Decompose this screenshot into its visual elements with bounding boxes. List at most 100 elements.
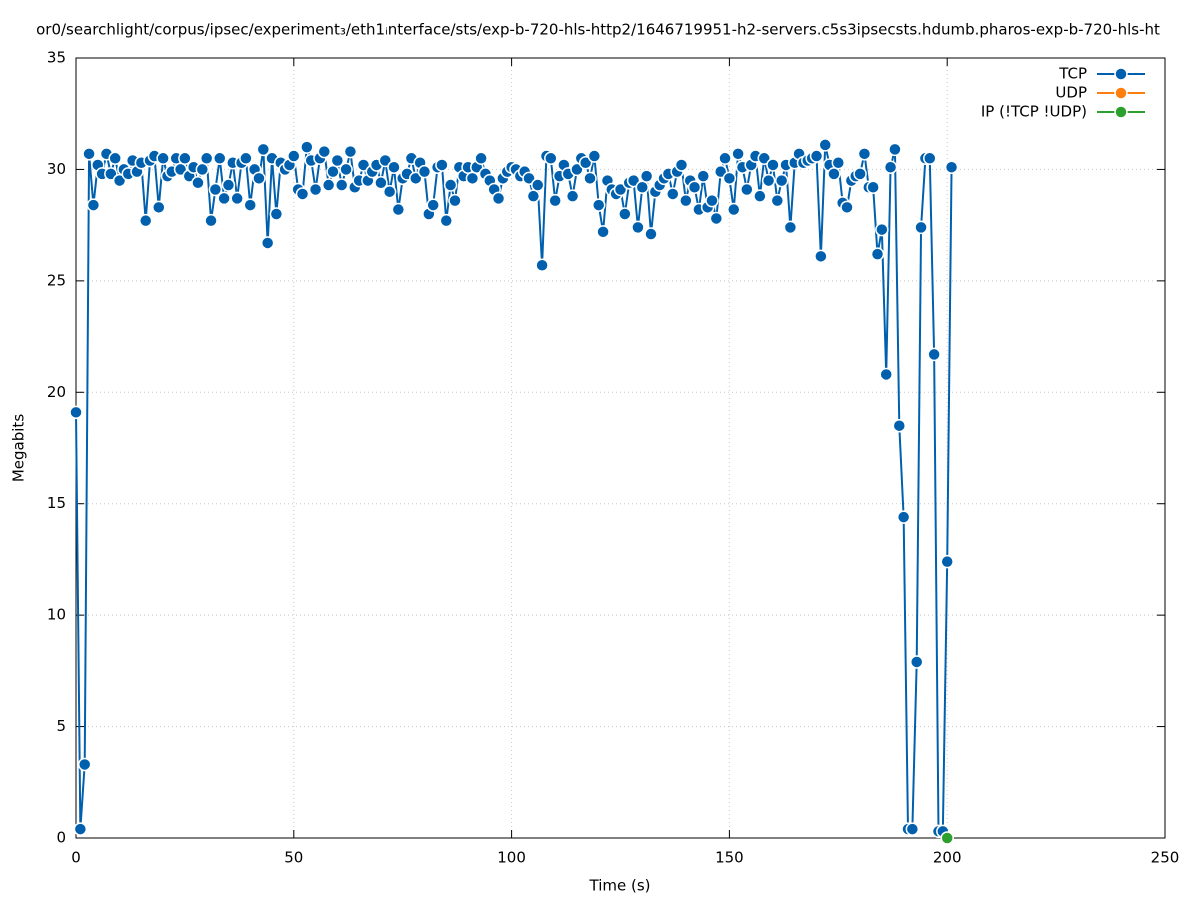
- point: [644, 227, 658, 241]
- point: [208, 182, 223, 197]
- point: [587, 149, 602, 163]
- point: [378, 153, 393, 168]
- legend-label: UDP: [1055, 84, 1087, 102]
- point: [474, 151, 488, 166]
- point: [326, 164, 340, 179]
- point: [239, 151, 253, 166]
- point: [766, 158, 780, 172]
- point: [435, 158, 449, 172]
- point: [583, 171, 597, 186]
- point: [195, 162, 210, 177]
- point: [321, 178, 336, 192]
- point: [578, 155, 593, 170]
- point: [857, 147, 872, 161]
- x-tick-label: 200: [933, 849, 962, 867]
- y-tick-label: 15: [47, 494, 66, 512]
- point: [774, 173, 789, 188]
- point: [831, 155, 846, 170]
- x-tick-label: 100: [497, 849, 526, 867]
- point: [204, 213, 218, 228]
- point: [339, 162, 353, 177]
- point: [740, 182, 754, 197]
- y-tick-label: 20: [47, 383, 66, 401]
- point: [548, 193, 562, 208]
- point: [82, 147, 96, 161]
- legend-label: TCP: [1058, 65, 1087, 83]
- point: [317, 144, 332, 159]
- point: [866, 180, 880, 195]
- point: [840, 200, 854, 215]
- point: [104, 167, 118, 181]
- point: [343, 144, 358, 159]
- point: [256, 142, 271, 157]
- point: [679, 193, 693, 208]
- legend-marker: [1114, 105, 1128, 119]
- point: [443, 178, 458, 192]
- point: [727, 202, 741, 217]
- y-tick-label: 25: [47, 271, 66, 289]
- point: [391, 202, 406, 217]
- point: [417, 164, 432, 179]
- point: [295, 187, 310, 201]
- point: [944, 160, 959, 174]
- point: [853, 167, 867, 181]
- point: [927, 347, 941, 362]
- point: [783, 220, 798, 235]
- point: [287, 149, 301, 163]
- point: [753, 189, 767, 203]
- point: [709, 211, 724, 226]
- point: [809, 149, 824, 163]
- point: [544, 151, 558, 166]
- point: [73, 822, 88, 836]
- point: [308, 182, 323, 197]
- point: [909, 655, 924, 669]
- point: [530, 178, 545, 192]
- legend-marker: [1114, 86, 1128, 100]
- point: [178, 151, 192, 166]
- y-tick-label: 35: [47, 49, 66, 67]
- point: [108, 151, 122, 166]
- point: [713, 164, 728, 179]
- point: [870, 247, 885, 261]
- point: [761, 173, 776, 188]
- point: [334, 178, 349, 192]
- y-axis-label: Megabits: [10, 414, 28, 482]
- y-tick-label: 30: [47, 160, 66, 178]
- point: [300, 140, 314, 154]
- point: [940, 554, 954, 569]
- point: [565, 189, 580, 203]
- point: [230, 191, 244, 206]
- point: [191, 176, 205, 190]
- legend-marker: [1114, 67, 1128, 81]
- point: [674, 158, 689, 172]
- point: [212, 151, 227, 166]
- point: [818, 138, 832, 152]
- point: [888, 142, 902, 157]
- point: [914, 220, 928, 235]
- point: [156, 151, 170, 166]
- point: [522, 171, 536, 186]
- legend-label: IP (!TCP !UDP): [981, 103, 1087, 121]
- point: [77, 757, 92, 772]
- point: [535, 258, 549, 273]
- point: [618, 207, 632, 221]
- point: [940, 831, 954, 845]
- y-tick-label: 5: [56, 717, 66, 735]
- x-tick-label: 250: [1151, 849, 1180, 867]
- point: [409, 171, 423, 186]
- point: [596, 225, 610, 239]
- point: [705, 193, 719, 208]
- point: [687, 180, 702, 195]
- point: [526, 189, 541, 203]
- point: [923, 151, 937, 166]
- point: [86, 198, 101, 212]
- point: [260, 236, 275, 250]
- point: [827, 167, 841, 181]
- point: [374, 176, 388, 190]
- point: [896, 510, 911, 524]
- y-tick-label: 10: [47, 606, 66, 624]
- point: [639, 169, 654, 183]
- point: [330, 153, 345, 168]
- point: [757, 151, 771, 166]
